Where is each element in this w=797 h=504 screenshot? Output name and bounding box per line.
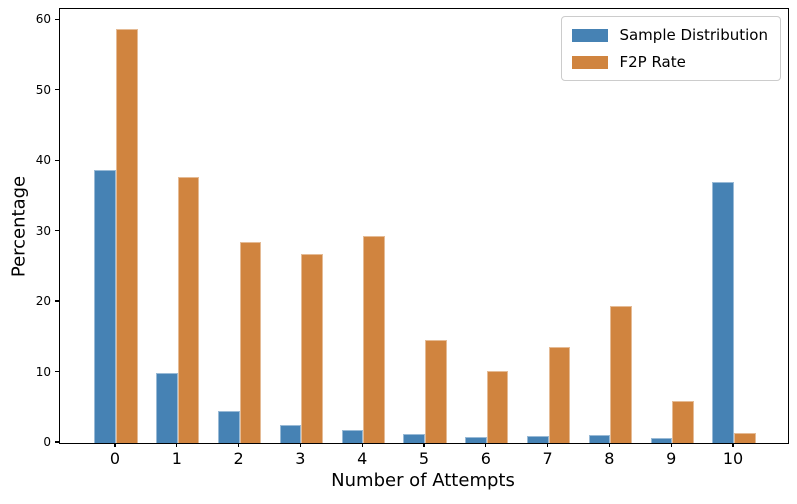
y-tick-label-0: 0 — [43, 435, 51, 449]
x-tick-label-10: 10 — [722, 449, 744, 468]
legend-item-sample-distribution: Sample Distribution — [572, 26, 768, 44]
y-tick-label-40: 40 — [35, 153, 51, 168]
bar-f2p-rate-0 — [116, 28, 138, 443]
x-tick-label-6: 6 — [480, 449, 491, 468]
y-axis-label: Percentage — [8, 175, 30, 278]
x-tick-mark-0 — [114, 443, 116, 448]
bar-f2p-rate-7 — [548, 346, 571, 443]
legend-item-f2p-rate: F2P Rate — [572, 53, 768, 71]
bar-sample-distribution-0 — [94, 170, 116, 443]
bar-f2p-rate-1 — [177, 176, 200, 443]
x-tick-label-5: 5 — [418, 449, 430, 468]
x-tick-label-1: 1 — [171, 449, 182, 468]
bar-f2p-rate-6 — [486, 371, 509, 443]
x-tick-label-4: 4 — [357, 449, 368, 468]
bar-sample-distribution-8 — [588, 435, 611, 444]
x-tick-label-8: 8 — [604, 449, 615, 468]
y-tick-mark-0 — [54, 441, 59, 443]
x-tick-label-7: 7 — [542, 449, 553, 468]
legend-swatch-f2p-rate — [572, 55, 609, 69]
x-tick-label-2: 2 — [233, 449, 244, 468]
bar-sample-distribution-10 — [712, 181, 734, 443]
bar-f2p-rate-2 — [239, 242, 262, 443]
x-tick-mark-9 — [670, 443, 672, 448]
x-tick-mark-6 — [485, 443, 487, 448]
bar-f2p-rate-8 — [610, 305, 633, 443]
x-tick-label-9: 9 — [666, 449, 677, 468]
y-tick-label-30: 30 — [35, 223, 51, 238]
x-tick-mark-10 — [732, 443, 734, 448]
x-tick-mark-2 — [237, 443, 240, 448]
bar-f2p-rate-5 — [425, 340, 447, 443]
x-tick-mark-3 — [299, 443, 302, 448]
plot-area: Sample Distribution F2P Rate — [59, 8, 789, 444]
bar-sample-distribution-1 — [156, 373, 178, 444]
y-tick-mark-50 — [54, 89, 59, 91]
y-tick-mark-10 — [54, 370, 59, 373]
bar-sample-distribution-5 — [403, 433, 425, 443]
bar-sample-distribution-3 — [279, 424, 302, 443]
bar-f2p-rate-3 — [301, 254, 324, 443]
x-tick-label-0: 0 — [109, 449, 121, 468]
x-tick-mark-8 — [608, 443, 611, 448]
bar-f2p-rate-10 — [734, 433, 756, 443]
y-tick-mark-30 — [54, 230, 59, 232]
y-tick-mark-20 — [54, 300, 59, 302]
legend-swatch-sample-distribution — [572, 28, 609, 42]
legend: Sample Distribution F2P Rate — [561, 16, 781, 81]
bar-sample-distribution-6 — [465, 437, 487, 443]
x-tick-mark-4 — [361, 443, 363, 448]
bar-f2p-rate-4 — [363, 235, 385, 443]
x-tick-mark-1 — [176, 443, 178, 448]
x-tick-mark-5 — [423, 443, 425, 448]
y-tick-mark-40 — [54, 159, 59, 161]
legend-label-sample-distribution: Sample Distribution — [619, 26, 768, 44]
y-tick-mark-60 — [54, 18, 59, 20]
bar-sample-distribution-9 — [650, 438, 673, 443]
x-axis-label: Number of Attempts — [331, 470, 515, 491]
x-tick-mark-7 — [546, 443, 549, 448]
y-tick-label-10: 10 — [35, 364, 51, 379]
x-tick-label-3: 3 — [295, 449, 306, 468]
bar-sample-distribution-4 — [341, 430, 364, 443]
bar-sample-distribution-2 — [217, 411, 240, 443]
y-tick-label-60: 60 — [35, 12, 51, 27]
y-tick-label-50: 50 — [35, 82, 51, 97]
legend-label-f2p-rate: F2P Rate — [619, 53, 686, 71]
bar-sample-distribution-7 — [526, 436, 549, 443]
bar-f2p-rate-9 — [672, 400, 694, 443]
y-tick-label-20: 20 — [35, 294, 51, 309]
